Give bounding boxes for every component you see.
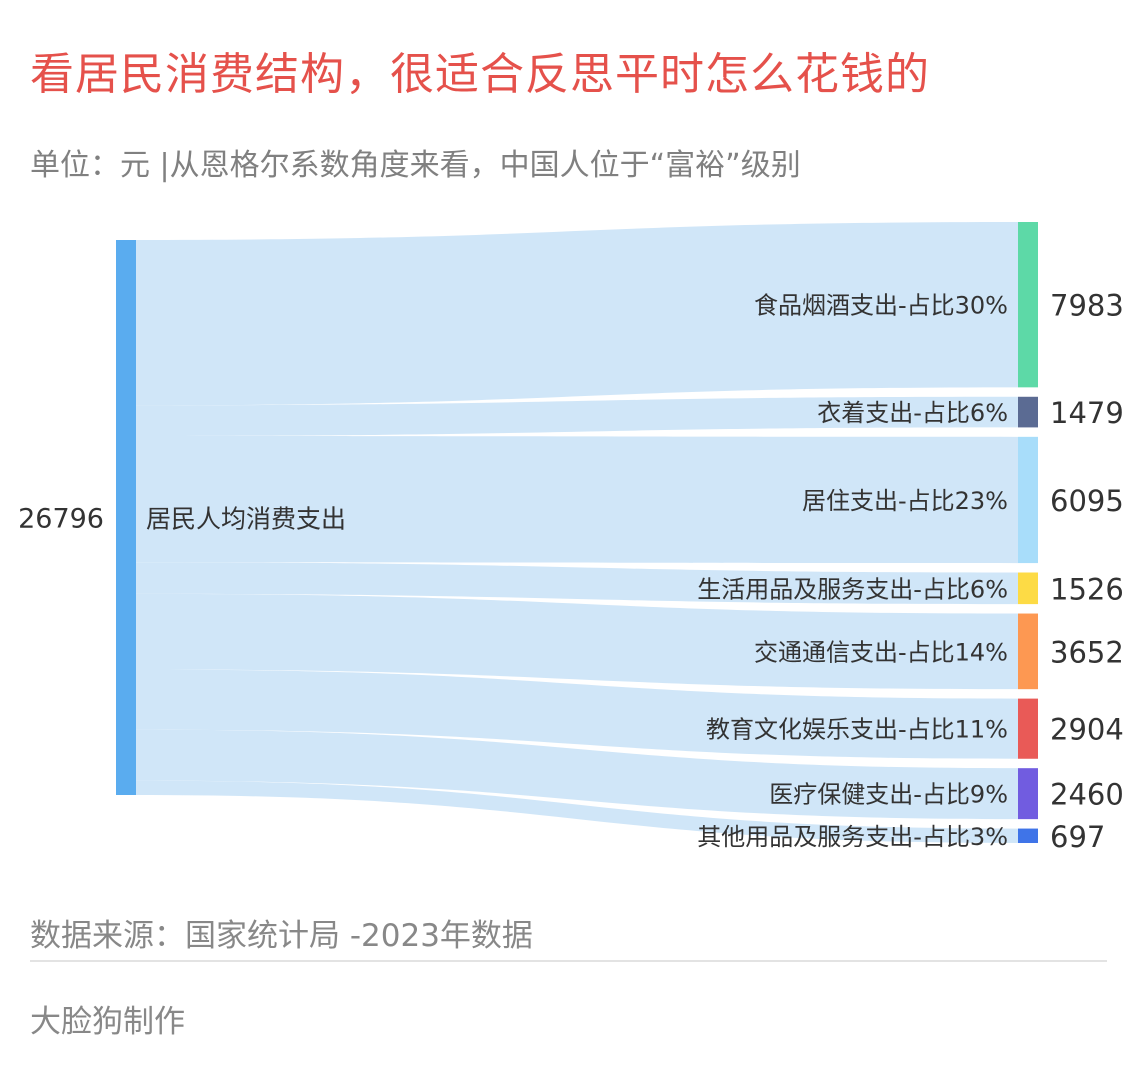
target-value-label: 2904 xyxy=(1050,713,1124,747)
target-node xyxy=(1018,436,1038,564)
target-value-label: 1479 xyxy=(1050,396,1124,430)
source-node xyxy=(116,240,136,795)
sankey-labels: 26796 居民人均消费支出 食品烟酒支出-占比30% 7983 衣着支出-占比6% 14… xyxy=(18,289,1124,854)
chart-subtitle: 单位：元 |从恩格尔系数角度来看，中国人位于“富裕”级别 xyxy=(30,148,801,183)
sankey-link xyxy=(136,562,1018,605)
target-node-label: 生活用品及服务支出-占比6% xyxy=(697,575,1008,603)
sankey-link xyxy=(136,396,1018,436)
sankey-link xyxy=(136,729,1018,820)
target-node-label: 交通通信支出-占比14% xyxy=(754,638,1008,666)
sankey-link xyxy=(136,435,1018,564)
sankey-chart: 26796 居民人均消费支出 食品烟酒支出-占比30% 7983 衣着支出-占比6% 14… xyxy=(18,222,1124,854)
sankey-nodes xyxy=(116,222,1038,843)
target-node xyxy=(1018,613,1038,690)
target-node-label: 其他用品及服务支出-占比3% xyxy=(697,823,1008,851)
sankey-link xyxy=(136,780,1018,843)
target-value-label: 6095 xyxy=(1050,484,1124,518)
target-node-label: 衣着支出-占比6% xyxy=(817,399,1008,427)
credit: 大脸狗制作 xyxy=(30,1004,185,1040)
target-node xyxy=(1018,396,1038,428)
sankey-link xyxy=(136,669,1018,759)
target-value-label: 1526 xyxy=(1050,572,1124,606)
chart-title: 看居民消费结构，很适合反思平时怎么花钱的 xyxy=(30,49,930,100)
target-value-label: 3652 xyxy=(1050,635,1124,669)
data-source: 数据来源：国家统计局 -2023年数据 xyxy=(30,918,533,954)
target-node xyxy=(1018,572,1038,605)
target-node-label: 教育文化娱乐支出-占比11% xyxy=(706,716,1008,744)
target-node-label: 医疗保健支出-占比9% xyxy=(769,781,1008,809)
source-node-label: 居民人均消费支出 xyxy=(146,505,346,534)
sankey-link xyxy=(136,222,1018,406)
target-node xyxy=(1018,222,1038,388)
sankey-links xyxy=(136,222,1018,843)
source-value-label: 26796 xyxy=(18,504,104,535)
target-node-label: 居住支出-占比23% xyxy=(802,487,1008,515)
sankey-link xyxy=(136,593,1018,690)
target-value-label: 7983 xyxy=(1050,289,1124,323)
target-node xyxy=(1018,768,1038,820)
target-value-label: 697 xyxy=(1050,820,1105,854)
target-node-label: 食品烟酒支出-占比30% xyxy=(754,292,1008,320)
divider xyxy=(30,960,1107,962)
target-value-label: 2460 xyxy=(1050,778,1124,812)
target-node xyxy=(1018,828,1038,843)
target-node xyxy=(1018,698,1038,759)
